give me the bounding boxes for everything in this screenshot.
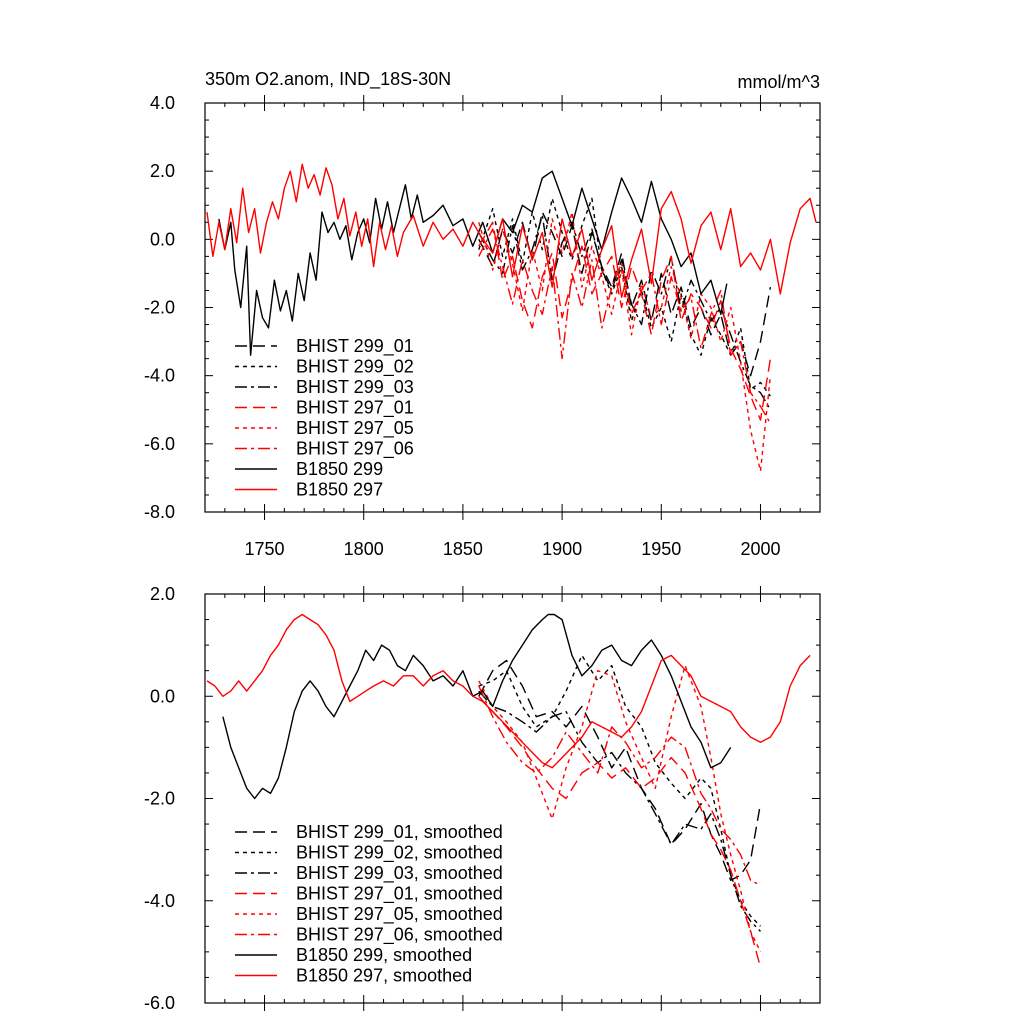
x-tick-label: 1800 [344,539,384,559]
series-line-1-5 [478,685,761,887]
y-tick-label: 4.0 [150,93,175,113]
y-tick-label: 0.0 [150,686,175,706]
top-panel-units: mmol/m^3 [738,72,820,92]
series-line-0-5 [478,228,772,424]
x-tick-label: 2000 [740,539,780,559]
series-line-0-4 [478,211,772,472]
bottom-plot-frame [204,593,821,1004]
top-plot-frame [204,102,821,513]
y-tick-label: -2.0 [144,298,175,318]
y-tick-label: -2.0 [144,789,175,809]
x-tick-label: 1950 [641,539,681,559]
legend-label: BHIST 299_01 [296,336,414,357]
y-tick-label: -8.0 [144,502,175,522]
legend-label: B1850 299 [296,459,383,479]
legend-label: B1850 299, smoothed [296,945,472,965]
x-tick-label: 1900 [542,539,582,559]
series-line-1-1 [478,654,762,927]
series-line-1-0 [478,659,762,881]
top-panel: 350m O2.anom, IND_18S-30N mmol/m^3 -8.0 -… [144,69,821,559]
top-panel-title: 350m O2.anom, IND_18S-30N [205,69,451,90]
legend-label: BHIST 299_03 [296,377,414,398]
legend-label: BHIST 299_02, smoothed [296,843,503,864]
series-line-0-7 [206,163,817,298]
series-line-1-3 [478,695,762,968]
y-tick-label: -4.0 [144,891,175,911]
series-line-1-4 [478,664,762,953]
series-line-0-2 [478,214,772,411]
y-tick-label: -4.0 [144,366,175,386]
y-tick-label: 2.0 [150,584,175,604]
legend-label: B1850 297, smoothed [296,966,472,986]
bottom-panel: -6.0 -4.0 -2.0 0.0 2.0 BHIST 299_01, smoothe… [144,584,821,1013]
series-line-1-7 [206,613,811,769]
y-tick-label: 0.0 [150,229,175,249]
series-line-0-1 [478,197,771,397]
legend-label: BHIST 297_06, smoothed [296,925,503,946]
legend-label: BHIST 297_01 [296,398,414,419]
legend-label: BHIST 299_03, smoothed [296,863,503,884]
legend-label: B1850 297 [296,480,383,500]
legend-label: BHIST 297_06 [296,439,414,460]
y-tick-label: 2.0 [150,161,175,181]
legend-label: BHIST 297_05 [296,418,414,439]
y-tick-label: -6.0 [144,434,175,454]
x-tick-label: 1750 [244,539,284,559]
legend-label: BHIST 299_01, smoothed [296,822,503,843]
legend-label: BHIST 297_05, smoothed [296,904,503,925]
legend-label: BHIST 299_02 [296,357,414,378]
series-line-1-2 [478,690,762,932]
series-line-1-6 [222,613,732,800]
y-tick-label: -6.0 [144,993,175,1013]
legend-label: BHIST 297_01, smoothed [296,884,503,905]
x-tick-label: 1850 [443,539,483,559]
